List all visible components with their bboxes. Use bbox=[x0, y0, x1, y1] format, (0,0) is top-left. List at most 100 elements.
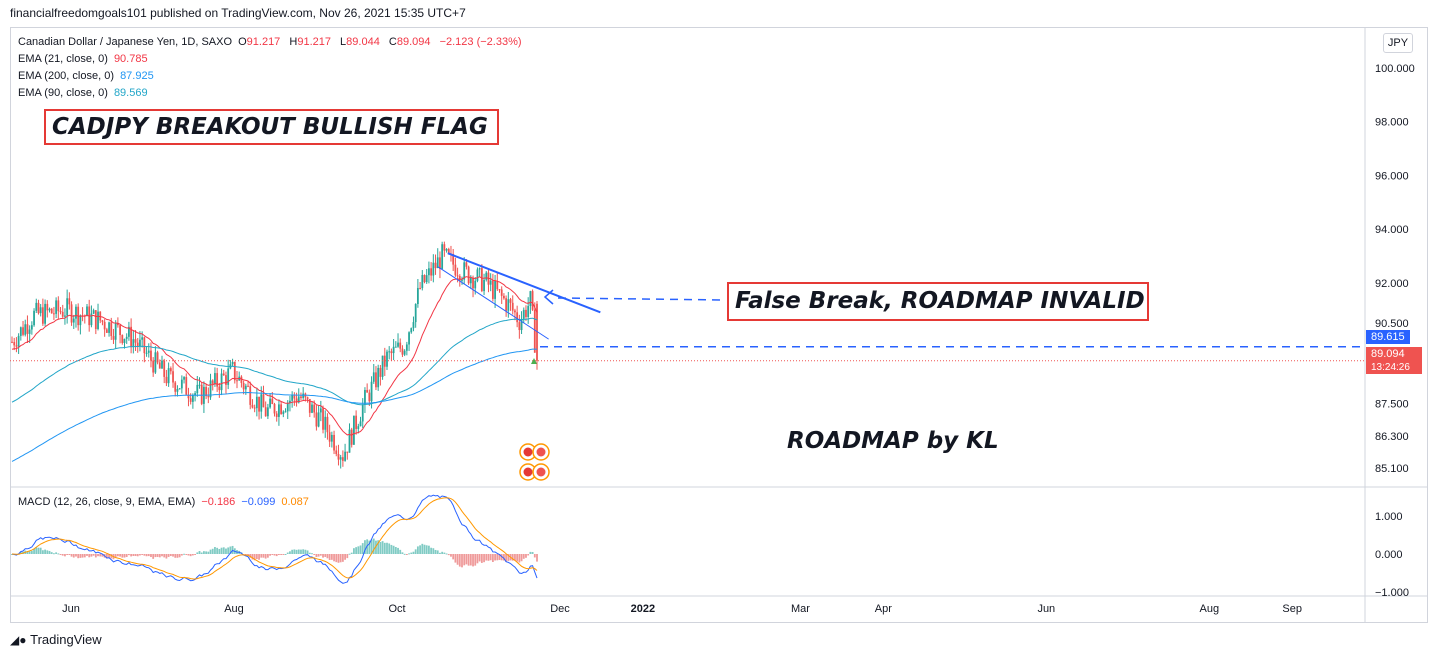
macd-histogram-bar bbox=[44, 549, 46, 554]
candle-body bbox=[180, 379, 183, 389]
candle-body bbox=[130, 326, 133, 348]
candle-body bbox=[178, 388, 181, 390]
macd-histogram-bar bbox=[419, 545, 421, 554]
price-tick-label: 94.000 bbox=[1375, 224, 1409, 236]
candle-body bbox=[306, 397, 309, 399]
macd-histogram-bar bbox=[48, 550, 51, 554]
macd-histogram-bar bbox=[297, 549, 300, 554]
macd-histogram-bar bbox=[458, 554, 461, 567]
candle-body bbox=[53, 313, 55, 315]
candle-body bbox=[156, 352, 159, 363]
candle-body bbox=[19, 327, 22, 336]
candle-body bbox=[50, 308, 53, 314]
macd-histogram-bar bbox=[19, 551, 22, 554]
candle-body bbox=[41, 307, 44, 324]
candle-body bbox=[121, 335, 124, 343]
roadmap-annotation[interactable]: ROADMAP by KL bbox=[787, 428, 999, 454]
candle-body bbox=[72, 318, 75, 323]
candle-body bbox=[410, 328, 413, 333]
candle-body bbox=[421, 275, 424, 289]
macd-histogram-bar bbox=[295, 549, 298, 554]
macd-histogram-bar bbox=[136, 554, 139, 557]
candle-body bbox=[480, 268, 483, 292]
candle-body bbox=[35, 302, 38, 311]
macd-histogram-bar bbox=[392, 545, 395, 554]
candle-body bbox=[147, 350, 150, 353]
macd-histogram-bar bbox=[394, 546, 397, 554]
macd-histogram-bar bbox=[185, 554, 188, 555]
macd-histogram-bar bbox=[531, 551, 534, 554]
currency-button[interactable]: JPY bbox=[1383, 33, 1413, 53]
macd-histogram-bar bbox=[205, 551, 208, 554]
macd-histogram-bar bbox=[322, 554, 324, 558]
low-value: L89.044 bbox=[340, 36, 383, 48]
candle-body bbox=[478, 268, 481, 270]
macd-tick-label: 1.000 bbox=[1375, 511, 1403, 523]
macd-tick-label: −1.000 bbox=[1375, 587, 1409, 599]
candle-body bbox=[167, 368, 170, 384]
macd-histogram-bar bbox=[154, 554, 157, 558]
candle-body bbox=[150, 350, 152, 361]
macd-histogram-bar bbox=[141, 554, 144, 555]
candle-body bbox=[423, 275, 426, 283]
candle-body bbox=[386, 351, 388, 367]
high-label: H bbox=[289, 36, 298, 48]
candle-body bbox=[70, 304, 73, 323]
candle-body bbox=[394, 346, 397, 348]
tradingview-logo[interactable]: ◢● TradingView bbox=[10, 632, 102, 647]
candle-body bbox=[483, 279, 485, 292]
arrow-head bbox=[543, 289, 554, 305]
candle-body bbox=[225, 375, 227, 385]
candle-body bbox=[253, 407, 256, 409]
ema90-legend[interactable]: EMA (90, close, 0) 89.569 bbox=[18, 87, 151, 99]
candle-body bbox=[302, 393, 305, 399]
tv-logo-icon: ◢● bbox=[10, 633, 27, 647]
macd-histogram-bar bbox=[361, 543, 364, 554]
macd-histogram-bar bbox=[430, 547, 433, 554]
macd-histogram-bar bbox=[503, 554, 505, 561]
macd-histogram-bar bbox=[225, 548, 227, 554]
candle-body bbox=[24, 324, 27, 335]
candle-body bbox=[313, 404, 316, 413]
macd-hist-value: −0.186 bbox=[201, 496, 236, 508]
macd-histogram-bar bbox=[258, 554, 260, 560]
macd-legend[interactable]: MACD (12, 26, close, 9, EMA, EMA) −0.186… bbox=[18, 496, 312, 508]
candle-body bbox=[209, 380, 212, 398]
ema200-legend[interactable]: EMA (200, close, 0) 87.925 bbox=[18, 70, 157, 82]
macd-histogram-bar bbox=[306, 550, 309, 554]
macd-histogram-bar bbox=[505, 554, 508, 562]
macd-histogram-bar bbox=[514, 554, 516, 561]
candle-body bbox=[357, 426, 360, 429]
macd-histogram-bar bbox=[247, 554, 249, 556]
ema21-legend[interactable]: EMA (21, close, 0) 90.785 bbox=[18, 53, 151, 65]
time-tick-label: Apr bbox=[875, 603, 892, 615]
candle-body bbox=[174, 382, 177, 392]
macd-histogram-bar bbox=[147, 554, 150, 557]
macd-histogram-bar bbox=[53, 553, 55, 555]
macd-histogram-bar bbox=[35, 547, 38, 554]
macd-histogram-bar bbox=[311, 553, 313, 555]
macd-histogram-bar bbox=[123, 554, 126, 558]
macd-histogram-bar bbox=[293, 549, 296, 554]
macd-histogram-bar bbox=[209, 549, 212, 554]
candle-body bbox=[337, 454, 340, 460]
price-tick-label: 90.500 bbox=[1375, 318, 1409, 330]
candle-body bbox=[132, 339, 135, 348]
macd-histogram-bar bbox=[348, 553, 351, 555]
candle-body bbox=[368, 392, 371, 402]
candle-body bbox=[158, 362, 161, 369]
title-annotation[interactable]: CADJPY BREAKOUT BULLISH FLAG bbox=[44, 109, 499, 145]
candle-body bbox=[419, 287, 421, 289]
candle-body bbox=[328, 432, 331, 442]
macd-histogram-bar bbox=[83, 554, 86, 558]
candle-body bbox=[346, 451, 349, 453]
symbol-name: Canadian Dollar / Japanese Yen, 1D, SAXO bbox=[18, 36, 233, 48]
candle-body bbox=[108, 322, 110, 333]
ema90-label: EMA (90, close, 0) bbox=[18, 87, 108, 99]
candle-body bbox=[264, 407, 267, 417]
candle-body bbox=[233, 361, 236, 381]
candle-body bbox=[339, 457, 342, 460]
candle-body bbox=[258, 396, 260, 412]
false-break-annotation[interactable]: False Break, ROADMAP INVALID bbox=[727, 282, 1149, 321]
